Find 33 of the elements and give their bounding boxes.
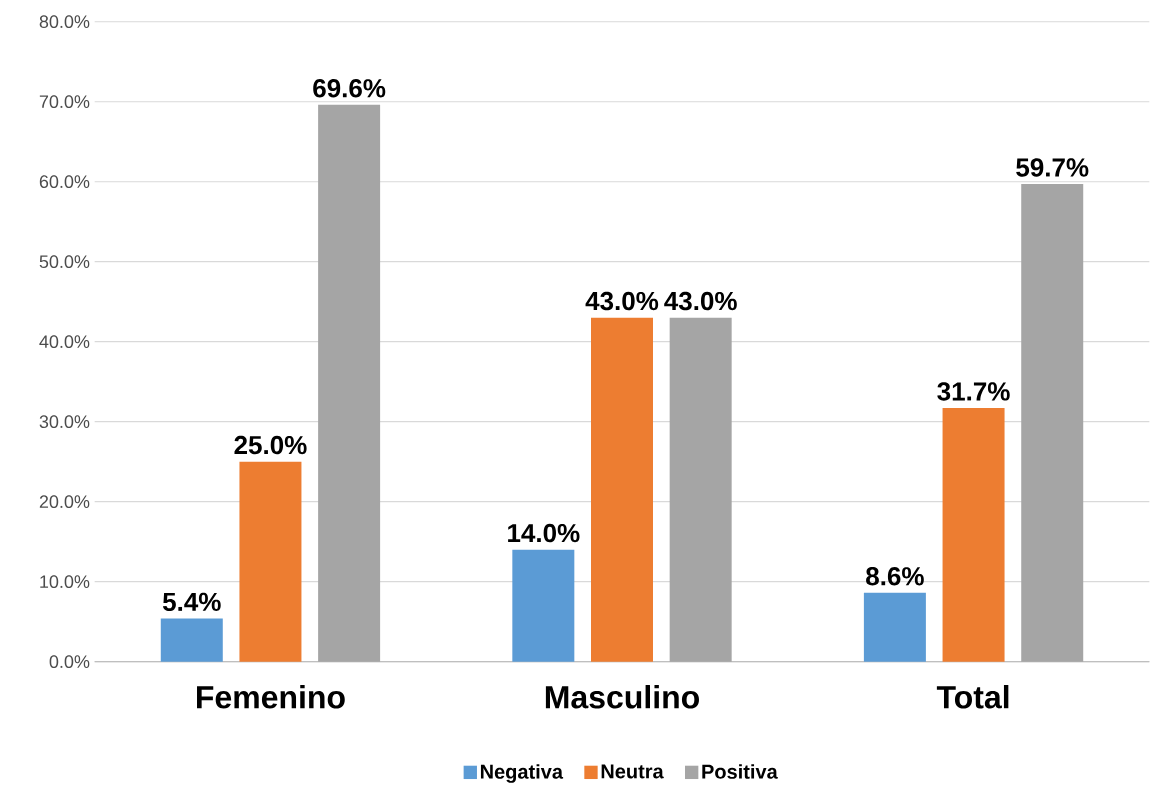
y-tick-label: 10.0%	[40, 575, 90, 589]
y-tick-label: 80.0%	[39, 15, 90, 29]
bar	[160, 618, 223, 662]
y-tick-label: 40.0%	[39, 335, 90, 349]
bar	[318, 104, 381, 662]
x-tick-label: Total	[936, 685, 1009, 709]
data-label: 8.6%	[866, 567, 924, 586]
legend-label: Positiva	[702, 764, 778, 779]
data-label: 59.7%	[1016, 158, 1089, 177]
bar	[591, 317, 653, 662]
bar	[863, 592, 926, 662]
data-label: 5.4%	[162, 592, 221, 612]
y-tick-label: 50.0%	[39, 255, 90, 269]
y-tick-label: 30.0%	[39, 415, 90, 429]
y-tick-label: 70.0%	[39, 95, 90, 109]
data-label: 69.6%	[313, 79, 386, 98]
bar	[942, 408, 1005, 662]
data-label: 31.7%	[937, 382, 1010, 401]
data-label: 14.0%	[508, 523, 580, 543]
y-tick-label: 20.0%	[39, 495, 90, 509]
data-label: 43.0%	[585, 291, 659, 311]
x-tick-label: Masculino	[545, 685, 699, 709]
data-label: 43.0%	[664, 291, 737, 311]
bar	[239, 461, 302, 662]
y-tick-label: 0.0%	[49, 655, 90, 669]
data-label: 25.0%	[234, 435, 307, 455]
bar	[1021, 184, 1084, 662]
bar	[512, 549, 575, 662]
legend-label: Neutra	[601, 764, 664, 779]
legend-label: Negativa	[480, 764, 564, 783]
x-tick-label: Femenino	[197, 685, 345, 709]
y-tick-label: 60.0%	[39, 175, 90, 189]
bar	[669, 317, 732, 662]
